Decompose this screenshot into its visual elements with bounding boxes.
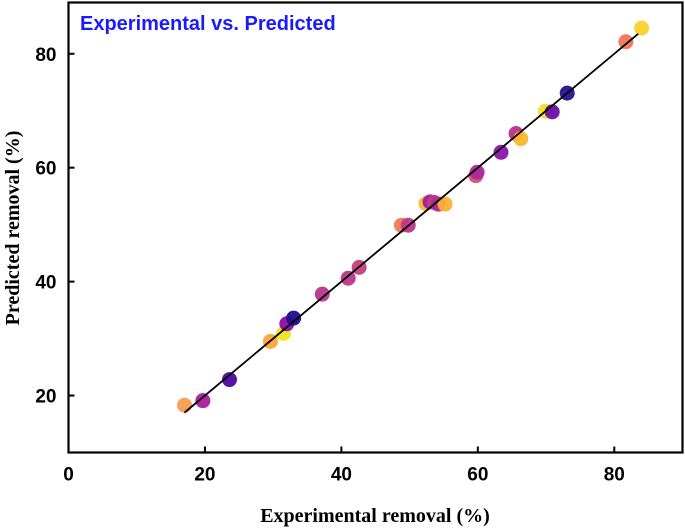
x-tick-label: 60: [467, 465, 488, 486]
chart-title: Experimental vs. Predicted: [80, 13, 336, 35]
x-tick-label: 80: [604, 465, 625, 486]
x-tick-label: 0: [63, 465, 74, 486]
data-points: [176, 20, 650, 413]
data-point: [176, 397, 192, 413]
data-point: [286, 310, 302, 326]
y-tick-label: 60: [35, 159, 56, 180]
axis-ticks: 0 20 40 60 80 20 40 60 80: [35, 45, 624, 486]
data-point: [437, 196, 453, 212]
y-axis-title: Predicted removal (%): [2, 131, 24, 326]
data-point: [340, 270, 356, 286]
data-point: [195, 393, 211, 409]
data-point: [618, 34, 634, 50]
plot-frame: [67, 1, 684, 454]
y-tick-label: 80: [35, 45, 56, 66]
data-point: [469, 164, 485, 180]
y-tick-label: 20: [35, 387, 56, 408]
y-tick-label: 40: [35, 273, 56, 294]
data-point: [493, 144, 509, 160]
data-point: [634, 20, 650, 36]
fit-line-group: [183, 33, 639, 414]
x-tick-label: 20: [194, 465, 215, 486]
data-point: [513, 131, 529, 147]
data-point: [222, 372, 238, 388]
x-axis-title: Experimental removal (%): [260, 505, 490, 527]
fit-line: [183, 33, 639, 414]
x-tick-label: 40: [331, 465, 352, 486]
data-point: [314, 286, 330, 302]
